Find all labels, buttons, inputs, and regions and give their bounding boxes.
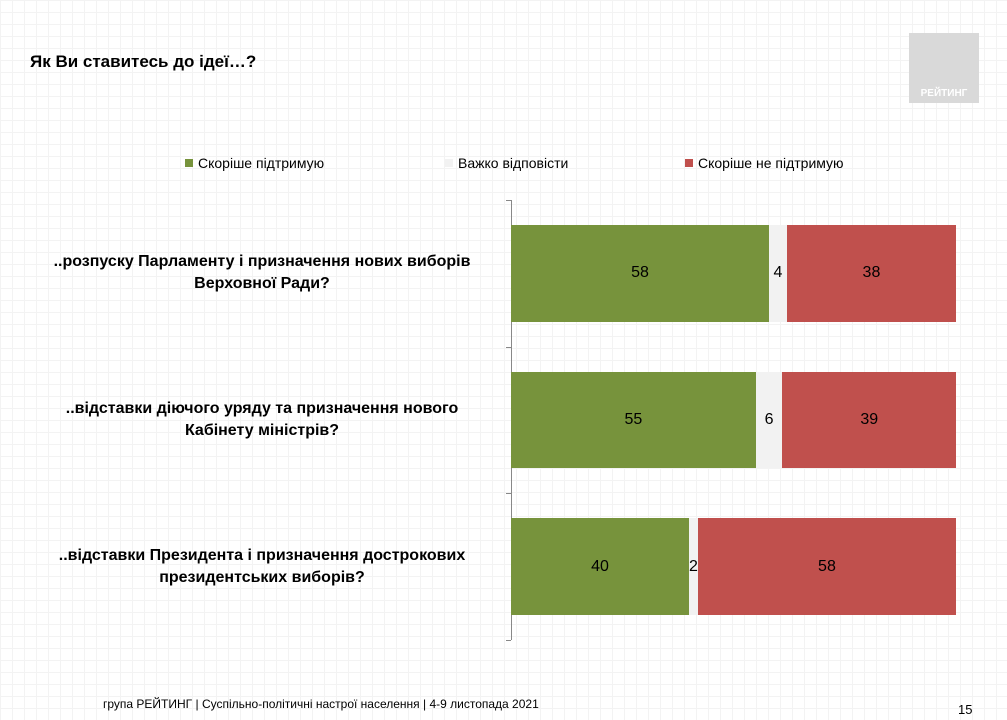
legend-swatch: [185, 159, 193, 167]
legend-swatch: [445, 159, 453, 167]
legend-label: Скоріше підтримую: [198, 155, 325, 171]
bar-segment: [782, 371, 956, 469]
bar-segment: [786, 224, 956, 322]
data-label: 4: [773, 264, 783, 282]
data-label: 38: [862, 264, 881, 282]
data-label: 40: [591, 557, 609, 575]
data-label: 58: [631, 264, 649, 282]
data-label: 55: [624, 411, 643, 428]
data-label: 6: [764, 411, 774, 428]
bar-segment: [511, 371, 756, 469]
category-label: ..розпуску Парламенту і призначення нови…: [53, 253, 471, 293]
chart-title: Як Ви ставитесь до ідеї…?: [30, 52, 257, 71]
bar-segment: [769, 224, 787, 322]
category-tick: [506, 640, 511, 641]
bar-segment: [697, 518, 956, 616]
data-label: 39: [860, 411, 879, 428]
category-tick: [506, 493, 511, 495]
legend-item: Важко відповісти: [445, 155, 568, 171]
bar-segment: [689, 518, 698, 616]
bar-segment: [511, 518, 689, 616]
legend-item: Скоріше підтримую: [185, 155, 324, 171]
category-label: ..відставки діючого уряду та призначення…: [65, 400, 459, 439]
bar-segment: [511, 224, 770, 322]
legend-label: Скоріше не підтримую: [698, 155, 844, 171]
legend-label: Важко відповісти: [458, 155, 569, 171]
data-label: 58: [818, 557, 836, 575]
logo: РЕЙТИНГ: [909, 33, 979, 103]
category-tick: [506, 200, 511, 201]
page-number: 15: [958, 702, 973, 717]
category-label: ..відставки Президента і призначення дос…: [58, 546, 466, 586]
data-label: 2: [688, 557, 698, 575]
footer: група РЕЙТИНГ | Суспільно-політичні наст…: [103, 697, 539, 711]
bar-segment: [755, 371, 783, 469]
legend-item: Скоріше не підтримую: [685, 155, 844, 171]
category-tick: [506, 346, 511, 348]
legend-swatch: [685, 159, 693, 167]
